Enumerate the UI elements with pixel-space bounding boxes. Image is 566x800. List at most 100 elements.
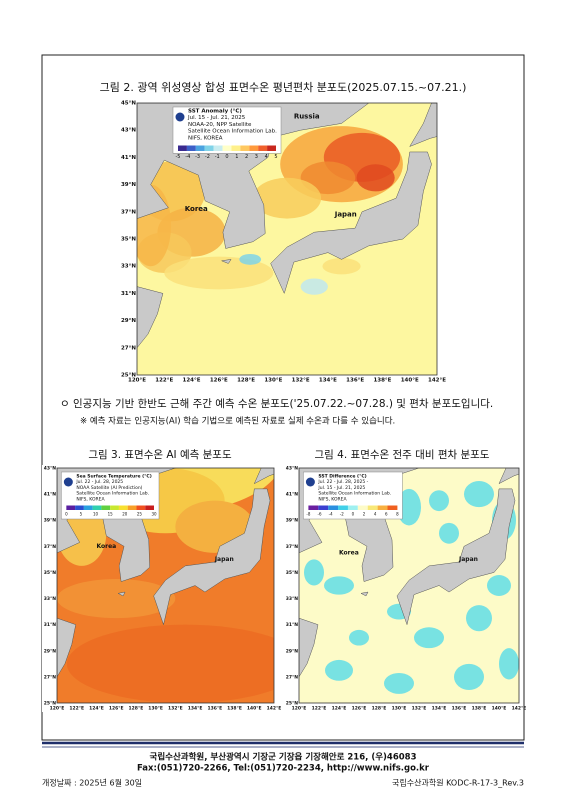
sst-patch [304, 559, 324, 586]
place-label: Korea [96, 543, 116, 550]
colorbar-cell [145, 505, 154, 510]
latitude-label: 27°N [44, 674, 57, 680]
longitude-label: 122°E [155, 378, 173, 384]
latitude-label: 41°N [286, 492, 299, 498]
legend-text: Satellite Ocean Information Lab. [76, 491, 149, 497]
colorbar-cell [195, 145, 205, 151]
sst-patch [324, 576, 354, 595]
latitude-label: 25°N [44, 701, 57, 707]
colorbar-cell [231, 145, 241, 151]
longitude-label: 126°E [352, 706, 367, 712]
latitude-label: 33°N [121, 264, 136, 270]
land [270, 151, 432, 295]
colorbar-cell [240, 145, 250, 151]
colorbar-label: -4 [329, 512, 333, 517]
legend-text: Jul. 15 - Jul. 21, 2025 [187, 115, 246, 121]
legend-text: Sea Surface Temperature (°C) [76, 474, 151, 480]
colorbar-cell [267, 145, 276, 151]
figure-caption: 그림 3. 표면수온 AI 예측 분포도 [88, 448, 232, 461]
colorbar-label: 5 [80, 512, 83, 517]
colorbar-cell [66, 505, 76, 510]
colorbar-label: 8 [396, 512, 399, 517]
longitude-label: 138°E [472, 706, 487, 712]
latitude-label: 29°N [121, 318, 136, 324]
sst-patch [466, 605, 492, 632]
colorbar-label: -5 [176, 154, 181, 160]
land [299, 617, 319, 678]
longitude-label: 122°E [312, 706, 327, 712]
colorbar-cell [127, 505, 137, 510]
longitude-label: 128°E [129, 706, 144, 712]
legend-box [303, 471, 403, 520]
longitude-label: 132°E [412, 706, 427, 712]
legend-text: NOAA Satellite (AI Prediction) [76, 485, 142, 491]
latitude-label: 39°N [286, 518, 299, 524]
sst-patch [429, 490, 449, 512]
sst-patch [487, 575, 511, 596]
colorbar-label: -6 [318, 512, 322, 517]
sst-patch [439, 522, 459, 544]
latitude-label: 37°N [44, 544, 57, 550]
colorbar-label: 5 [274, 154, 277, 160]
colorbar-cell [75, 505, 84, 510]
latitude-label: 29°N [286, 648, 299, 654]
land [220, 259, 232, 264]
place-label: Japan [334, 211, 357, 219]
land [57, 617, 77, 678]
logo [63, 477, 73, 487]
longitude-label: 134°E [319, 378, 337, 384]
longitude-label: 122°E [69, 706, 84, 712]
map-border [298, 467, 520, 704]
land [117, 591, 126, 597]
latitude-label: 25°N [286, 701, 299, 707]
latitude-label: 41°N [121, 155, 136, 161]
colorbar-cell [318, 505, 329, 510]
longitude-label: 120°E [50, 706, 65, 712]
colorbar-label: -2 [205, 154, 210, 160]
logo [175, 112, 185, 122]
land [396, 488, 516, 626]
latitude-label: 37°N [121, 209, 136, 215]
longitude-label: 134°E [432, 706, 447, 712]
land [153, 488, 271, 626]
colorbar-label: 15 [108, 512, 114, 517]
longitude-label: 126°E [210, 378, 228, 384]
colorbar-label: -4 [185, 154, 190, 160]
latitude-label: 31°N [44, 622, 57, 628]
colorbar-label: 3 [255, 154, 258, 160]
sst-patch [300, 278, 328, 295]
longitude-label: 130°E [392, 706, 407, 712]
figure-caption: 그림 4. 표면수온 전주 대비 편차 분포도 [315, 448, 490, 461]
sst-patch [414, 627, 444, 649]
colorbar-label: 30 [151, 512, 157, 517]
colorbar-cell [328, 505, 339, 510]
colorbar-cell [347, 505, 358, 510]
latitude-label: 25°N [121, 373, 136, 379]
sst-patch [164, 256, 274, 290]
latitude-label: 39°N [44, 518, 57, 524]
colorbar-label: -1 [215, 154, 220, 160]
colorbar-label: 2 [245, 154, 248, 160]
colorbar-cell [338, 505, 348, 510]
latitude-label: 41°N [44, 492, 57, 498]
legend-text: NOAA-20, NPP Satellite [188, 122, 252, 128]
longitude-label: 136°E [346, 378, 364, 384]
colorbar-label: 0 [65, 512, 68, 517]
longitude-label: 140°E [247, 706, 262, 712]
colorbar-cell [222, 145, 232, 151]
legend-box [61, 471, 160, 520]
colorbar-label: 20 [122, 512, 128, 517]
logo [305, 477, 315, 487]
footer-contact: Fax:(051)720-2266, Tel:(051)720-2234, ht… [137, 764, 430, 774]
land [498, 468, 519, 485]
sst-patch [499, 648, 519, 680]
colorbar-cell [110, 505, 119, 510]
latitude-label: 29°N [44, 648, 57, 654]
latitude-label: 39°N [121, 182, 136, 188]
figure-caption: 그림 2. 광역 위성영상 합성 표면수온 평년편차 분포도(2025.07.1… [100, 81, 467, 94]
latitude-label: 31°N [286, 622, 299, 628]
colorbar-cell [186, 145, 196, 151]
latitude-label: 35°N [286, 570, 299, 576]
sst-patch [66, 624, 274, 703]
